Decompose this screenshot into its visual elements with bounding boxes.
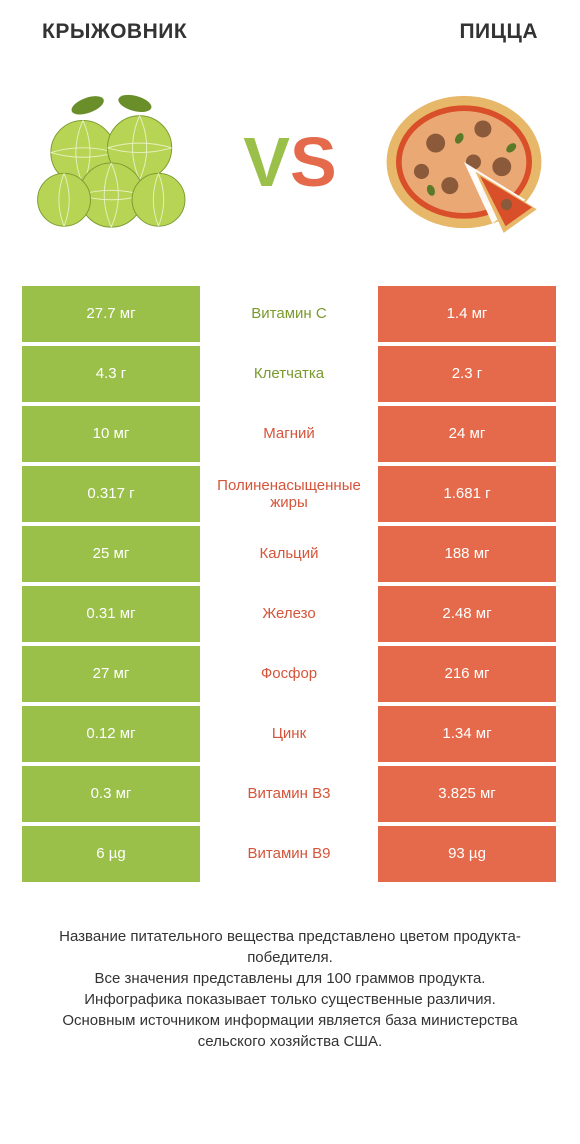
value-right: 24 мг: [378, 406, 556, 462]
vs-label: VS: [243, 127, 336, 197]
pizza-image: [374, 72, 554, 252]
value-right: 1.4 мг: [378, 286, 556, 342]
nutrient-label: Фосфор: [200, 646, 378, 702]
nutrient-label: Витамин C: [200, 286, 378, 342]
value-left: 4.3 г: [22, 346, 200, 402]
value-left: 27 мг: [22, 646, 200, 702]
table-row: 27.7 мгВитамин C1.4 мг: [22, 286, 558, 342]
value-right: 1.34 мг: [378, 706, 556, 762]
value-left: 0.31 мг: [22, 586, 200, 642]
title-right: ПИЦЦА: [459, 20, 538, 44]
value-right: 93 µg: [378, 826, 556, 882]
nutrient-label: Кальций: [200, 526, 378, 582]
table-row: 6 µgВитамин B993 µg: [22, 826, 558, 882]
value-left: 25 мг: [22, 526, 200, 582]
vs-v: V: [243, 123, 290, 201]
value-right: 188 мг: [378, 526, 556, 582]
header: КРЫЖОВНИК ПИЦЦА: [22, 20, 558, 44]
nutrient-label: Витамин B9: [200, 826, 378, 882]
value-left: 10 мг: [22, 406, 200, 462]
value-left: 0.12 мг: [22, 706, 200, 762]
table-row: 10 мгМагний24 мг: [22, 406, 558, 462]
nutrient-label: Железо: [200, 586, 378, 642]
nutrient-label: Витамин B3: [200, 766, 378, 822]
value-right: 2.3 г: [378, 346, 556, 402]
table-row: 4.3 гКлетчатка2.3 г: [22, 346, 558, 402]
value-right: 3.825 мг: [378, 766, 556, 822]
title-left: КРЫЖОВНИК: [42, 20, 187, 44]
vs-s: S: [290, 123, 337, 201]
table-row: 0.12 мгЦинк1.34 мг: [22, 706, 558, 762]
gooseberry-image: [26, 72, 206, 252]
nutrient-label: Магний: [200, 406, 378, 462]
footer-line-1: Название питательного вещества представл…: [32, 926, 548, 968]
comparison-table: 27.7 мгВитамин C1.4 мг4.3 гКлетчатка2.3 …: [22, 286, 558, 886]
table-row: 0.3 мгВитамин B33.825 мг: [22, 766, 558, 822]
table-row: 25 мгКальций188 мг: [22, 526, 558, 582]
footer-line-2: Все значения представлены для 100 граммо…: [32, 968, 548, 989]
table-row: 0.317 гПолиненасыщенные жиры1.681 г: [22, 466, 558, 522]
value-left: 27.7 мг: [22, 286, 200, 342]
infographic-container: КРЫЖОВНИК ПИЦЦА VS: [0, 0, 580, 1144]
value-left: 6 µg: [22, 826, 200, 882]
footer-line-4: Основным источником информации является …: [32, 1010, 548, 1052]
footer-line-3: Инфографика показывает только существенн…: [32, 989, 548, 1010]
nutrient-label: Клетчатка: [200, 346, 378, 402]
value-right: 1.681 г: [378, 466, 556, 522]
value-right: 216 мг: [378, 646, 556, 702]
value-right: 2.48 мг: [378, 586, 556, 642]
footer: Название питательного вещества представл…: [22, 926, 558, 1052]
nutrient-label: Цинк: [200, 706, 378, 762]
images-row: VS: [22, 72, 558, 252]
value-left: 0.3 мг: [22, 766, 200, 822]
value-left: 0.317 г: [22, 466, 200, 522]
table-row: 0.31 мгЖелезо2.48 мг: [22, 586, 558, 642]
nutrient-label: Полиненасыщенные жиры: [200, 466, 378, 522]
table-row: 27 мгФосфор216 мг: [22, 646, 558, 702]
